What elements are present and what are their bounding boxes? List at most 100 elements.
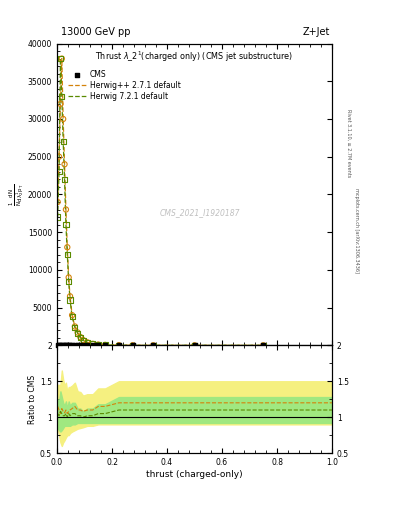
Point — [63, 221, 69, 229]
Point — [66, 273, 72, 282]
CMS — [84, 341, 90, 349]
Point — [260, 341, 266, 349]
Herwig 7.2.1 default — [78, 335, 83, 341]
Point — [67, 296, 73, 304]
CMS — [75, 341, 81, 349]
Herwig++ 2.7.1 default — [96, 342, 101, 348]
Point — [69, 312, 75, 321]
Point — [59, 54, 65, 62]
Herwig 7.2.1 default — [85, 339, 90, 346]
CMS — [72, 341, 78, 349]
Point — [56, 153, 62, 161]
Point — [64, 251, 70, 259]
CMS — [67, 341, 73, 349]
Point — [191, 341, 198, 349]
Point — [130, 341, 136, 349]
Herwig 7.2.1 default — [64, 222, 68, 228]
Point — [75, 329, 81, 337]
CMS — [95, 341, 101, 349]
Point — [64, 243, 70, 251]
Herwig++ 2.7.1 default — [73, 324, 77, 330]
Point — [72, 323, 78, 331]
Herwig 7.2.1 default — [70, 313, 75, 319]
Herwig++ 2.7.1 default — [116, 342, 121, 348]
Herwig 7.2.1 default — [151, 342, 156, 348]
Herwig++ 2.7.1 default — [57, 154, 61, 160]
CMS — [69, 341, 75, 349]
CMS — [130, 341, 136, 349]
Point — [150, 341, 156, 349]
Herwig 7.2.1 default — [261, 342, 266, 348]
Point — [191, 341, 198, 349]
CMS — [77, 341, 84, 349]
CMS — [191, 341, 198, 349]
Herwig++ 2.7.1 default — [59, 55, 64, 61]
Herwig 7.2.1 default — [62, 176, 67, 182]
Text: Rivet 3.1.10, ≥ 2.7M events: Rivet 3.1.10, ≥ 2.7M events — [346, 109, 351, 178]
Text: 13000 GeV pp: 13000 GeV pp — [61, 27, 130, 37]
Herwig++ 2.7.1 default — [68, 293, 72, 300]
Point — [80, 336, 86, 344]
Point — [59, 92, 65, 100]
Herwig 7.2.1 default — [55, 214, 60, 220]
Point — [61, 175, 68, 183]
CMS — [57, 341, 64, 349]
Point — [95, 340, 101, 349]
Herwig++ 2.7.1 default — [62, 161, 67, 167]
Text: CMS_2021_I1920187: CMS_2021_I1920187 — [160, 208, 240, 217]
CMS — [61, 341, 68, 349]
Point — [75, 328, 81, 336]
Herwig 7.2.1 default — [61, 139, 66, 145]
CMS — [60, 341, 66, 349]
Text: mcplots.cern.ch [arXiv:1306.3436]: mcplots.cern.ch [arXiv:1306.3436] — [354, 188, 359, 273]
Y-axis label: Ratio to CMS: Ratio to CMS — [28, 375, 37, 424]
Point — [84, 338, 90, 347]
Herwig++ 2.7.1 default — [130, 342, 135, 348]
Herwig++ 2.7.1 default — [78, 334, 83, 340]
Point — [57, 100, 64, 108]
Herwig 7.2.1 default — [96, 342, 101, 348]
Point — [67, 292, 73, 301]
CMS — [260, 341, 266, 349]
Line: Herwig 7.2.1 default: Herwig 7.2.1 default — [58, 58, 263, 345]
CMS — [90, 341, 96, 349]
Point — [150, 341, 156, 349]
Point — [116, 341, 122, 349]
Herwig 7.2.1 default — [75, 330, 80, 336]
Point — [90, 340, 96, 348]
Herwig 7.2.1 default — [116, 342, 121, 348]
Herwig 7.2.1 default — [57, 169, 61, 175]
Point — [61, 160, 68, 168]
CMS — [102, 341, 108, 349]
Herwig++ 2.7.1 default — [90, 341, 95, 347]
Herwig++ 2.7.1 default — [81, 337, 86, 343]
Herwig++ 2.7.1 default — [85, 339, 90, 346]
Herwig 7.2.1 default — [58, 55, 63, 61]
X-axis label: thrust (charged-only): thrust (charged-only) — [146, 470, 243, 479]
Point — [84, 338, 90, 347]
Herwig++ 2.7.1 default — [192, 342, 197, 348]
Herwig 7.2.1 default — [192, 342, 197, 348]
Point — [55, 213, 61, 221]
Herwig++ 2.7.1 default — [75, 329, 80, 335]
Point — [69, 311, 75, 319]
Herwig 7.2.1 default — [65, 252, 70, 258]
Legend: CMS, Herwig++ 2.7.1 default, Herwig 7.2.1 default: CMS, Herwig++ 2.7.1 default, Herwig 7.2.… — [66, 69, 182, 102]
Herwig 7.2.1 default — [90, 341, 95, 347]
Herwig++ 2.7.1 default — [55, 199, 60, 205]
Point — [56, 168, 62, 176]
Herwig++ 2.7.1 default — [66, 274, 71, 281]
Point — [102, 341, 108, 349]
Point — [55, 198, 61, 206]
CMS — [150, 341, 156, 349]
Point — [102, 341, 108, 349]
Point — [260, 341, 266, 349]
Herwig++ 2.7.1 default — [103, 342, 108, 348]
Point — [116, 341, 122, 349]
Point — [57, 54, 64, 62]
Line: Herwig++ 2.7.1 default: Herwig++ 2.7.1 default — [58, 58, 263, 345]
Text: Z+Jet: Z+Jet — [303, 27, 330, 37]
CMS — [56, 341, 62, 349]
Herwig++ 2.7.1 default — [70, 312, 75, 318]
CMS — [55, 341, 61, 349]
